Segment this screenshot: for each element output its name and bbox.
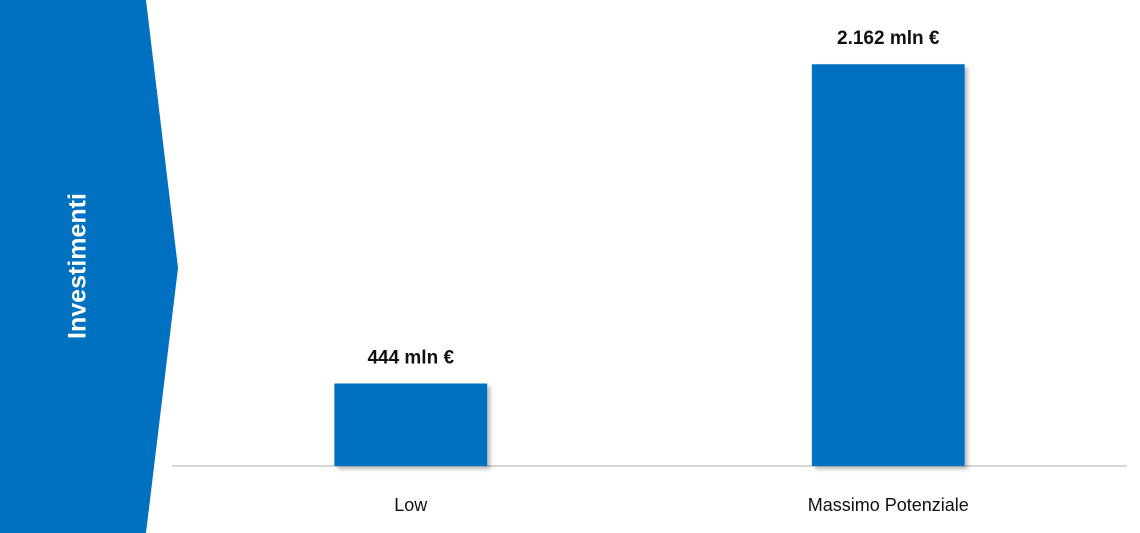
bar-1 bbox=[811, 64, 965, 466]
value-labels-group: 444 mln € 2.162 mln € bbox=[367, 28, 939, 368]
category-label-1: Massimo Potenziale bbox=[808, 495, 969, 515]
bar-0 bbox=[334, 383, 488, 466]
tick-labels-group: Low Massimo Potenziale bbox=[394, 495, 969, 515]
bars-group bbox=[334, 64, 965, 466]
section-banner bbox=[0, 0, 178, 533]
value-label-0: 444 mln € bbox=[367, 347, 454, 368]
category-label-0: Low bbox=[394, 495, 428, 515]
value-label-1: 2.162 mln € bbox=[837, 28, 940, 49]
banner-arrow-shape bbox=[0, 0, 178, 533]
